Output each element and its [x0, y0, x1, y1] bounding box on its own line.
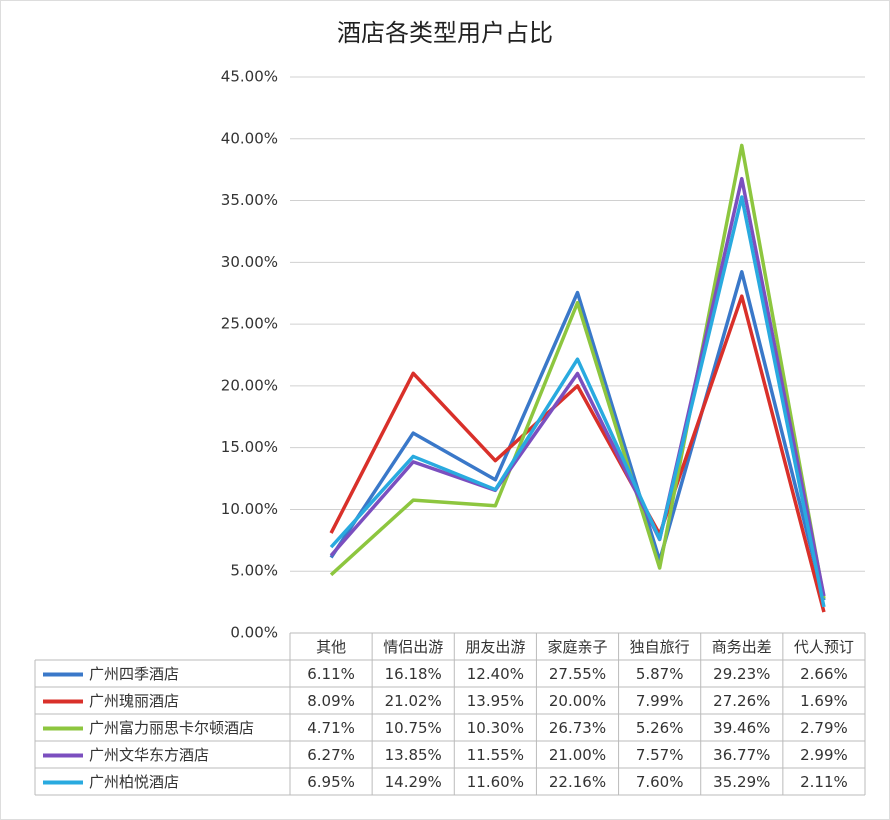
- table-cell: 10.30%: [467, 719, 524, 737]
- y-tick-label: 20.00%: [221, 376, 278, 394]
- table-cell: 5.26%: [636, 719, 684, 737]
- table-cell: 12.40%: [467, 665, 524, 683]
- x-tick-label: 商务出差: [712, 638, 772, 656]
- table-cell: 21.02%: [385, 692, 442, 710]
- series-line: [329, 195, 826, 608]
- y-tick-label: 10.00%: [221, 500, 278, 518]
- y-tick-label: 5.00%: [230, 562, 278, 580]
- x-tick-label: 家庭亲子: [547, 638, 607, 656]
- legend-label: 广州四季酒店: [89, 665, 179, 683]
- table-cell: 7.99%: [636, 692, 684, 710]
- legend-label: 广州柏悦酒店: [89, 773, 179, 791]
- table-cell: 7.57%: [636, 746, 684, 764]
- table-cell: 39.46%: [713, 719, 770, 737]
- table-cell: 13.95%: [467, 692, 524, 710]
- table-cell: 35.29%: [713, 773, 770, 791]
- table-cell: 11.55%: [467, 746, 524, 764]
- x-tick-label: 代人预订: [794, 638, 854, 656]
- table-cell: 6.95%: [307, 773, 355, 791]
- table-cell: 22.16%: [549, 773, 606, 791]
- table-cell: 6.27%: [307, 746, 355, 764]
- table-cell: 2.66%: [800, 665, 848, 683]
- table-cell: 2.99%: [800, 746, 848, 764]
- y-tick-label: 35.00%: [221, 191, 278, 209]
- table-cell: 27.55%: [549, 665, 606, 683]
- table-cell: 6.11%: [307, 665, 355, 683]
- x-tick-label: 朋友出游: [465, 638, 525, 656]
- table-cell: 13.85%: [385, 746, 442, 764]
- table-cell: 21.00%: [549, 746, 606, 764]
- table-cell: 1.69%: [800, 692, 848, 710]
- y-tick-label: 15.00%: [221, 438, 278, 456]
- chart-title: 酒店各类型用户占比: [337, 19, 553, 47]
- table-cell: 2.11%: [800, 773, 848, 791]
- table-cell: 27.26%: [713, 692, 770, 710]
- table-cell: 36.77%: [713, 746, 770, 764]
- table-cell: 5.87%: [636, 665, 684, 683]
- table-cell: 16.18%: [385, 665, 442, 683]
- series-line: [329, 270, 826, 601]
- table-cell: 29.23%: [713, 665, 770, 683]
- y-tick-label: 30.00%: [221, 253, 278, 271]
- table-cell: 14.29%: [385, 773, 442, 791]
- table-cell: 10.75%: [385, 719, 442, 737]
- legend-label: 广州文华东方酒店: [89, 746, 209, 764]
- table-cell: 11.60%: [467, 773, 524, 791]
- y-tick-label: 40.00%: [221, 129, 278, 147]
- x-tick-label: 情侣出游: [383, 638, 443, 656]
- table-cell: 2.79%: [800, 719, 848, 737]
- series-line: [329, 294, 826, 613]
- table-cell: 4.71%: [307, 719, 355, 737]
- x-tick-label: 独自旅行: [630, 638, 690, 656]
- table-cell: 7.60%: [636, 773, 684, 791]
- table-cell: 20.00%: [549, 692, 606, 710]
- x-tick-label: 其他: [316, 638, 346, 656]
- y-tick-label: 25.00%: [221, 315, 278, 333]
- table-cell: 8.09%: [307, 692, 355, 710]
- y-tick-label: 0.00%: [230, 624, 278, 642]
- series-line: [329, 143, 826, 599]
- legend-label: 广州富力丽思卡尔顿酒店: [89, 719, 254, 737]
- series-line: [329, 176, 826, 597]
- table-cell: 26.73%: [549, 719, 606, 737]
- y-tick-label: 45.00%: [221, 68, 278, 86]
- legend-label: 广州瑰丽酒店: [89, 692, 179, 710]
